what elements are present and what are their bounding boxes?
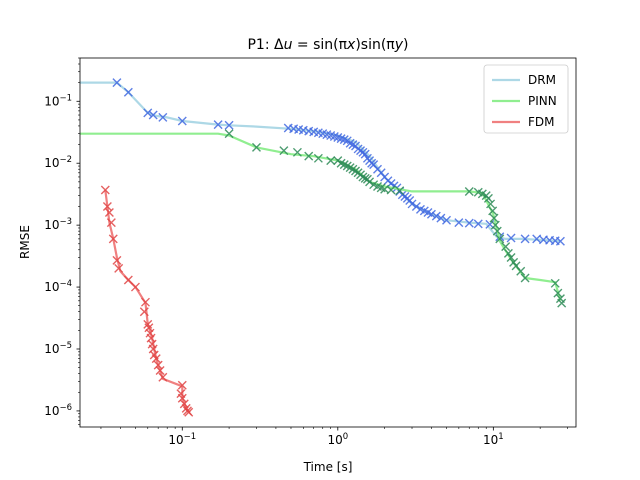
y-tick-label: 10−6: [44, 403, 72, 418]
drm-marker: [473, 219, 483, 229]
fdm-marker: [158, 372, 168, 382]
pinn-marker: [492, 226, 502, 236]
fdm-marker: [104, 208, 114, 217]
drm-marker: [360, 149, 370, 159]
drm-marker: [407, 199, 417, 209]
fdm-marker: [112, 255, 122, 265]
pinn-marker: [557, 298, 567, 308]
drm-marker: [520, 234, 530, 244]
drm-marker: [224, 120, 234, 130]
y-tick-label: 10−4: [44, 279, 72, 294]
y-tick-label: 10−3: [44, 217, 72, 232]
drm-marker: [148, 110, 158, 120]
y-tick-label: 10−5: [44, 341, 72, 356]
pinn-marker: [516, 266, 526, 276]
fdm-marker: [130, 282, 140, 292]
fdm-marker: [181, 403, 191, 413]
pinn-marker: [279, 146, 289, 156]
fdm-marker: [177, 393, 187, 403]
drm-marker: [143, 108, 153, 118]
drm-marker: [454, 218, 464, 228]
drm-marker: [411, 202, 421, 211]
pinn-marker: [464, 186, 474, 196]
pinn-series-line: [80, 132, 562, 302]
legend-drm-label: DRM: [528, 73, 556, 87]
drm-marker: [426, 209, 436, 219]
pinn-marker: [489, 213, 499, 223]
fdm-marker: [144, 323, 154, 333]
fdm-marker: [153, 360, 163, 370]
drm-marker: [464, 218, 474, 228]
drm-marker: [123, 87, 133, 97]
drm-marker: [213, 120, 223, 130]
fdm-marker: [102, 202, 112, 211]
drm-marker: [506, 233, 516, 243]
drm-marker: [177, 116, 187, 126]
drm-marker: [112, 78, 122, 88]
pinn-marker: [503, 248, 513, 258]
pinn-marker: [520, 273, 530, 283]
pinn-marker: [292, 147, 302, 157]
pinn-marker: [395, 186, 405, 196]
fdm-marker: [100, 185, 110, 195]
drm-marker: [555, 236, 565, 246]
pinn-marker: [483, 193, 493, 203]
drm-marker: [436, 213, 446, 223]
drm-marker: [158, 112, 168, 122]
legend-pinn-label: PINN: [528, 94, 557, 108]
fdm-marker: [140, 297, 150, 307]
drm-marker: [336, 134, 346, 144]
y-tick-label: 10−2: [44, 155, 72, 170]
pinn-marker: [490, 220, 500, 230]
legend-fdm-label: FDM: [528, 115, 555, 129]
series-layer: [80, 78, 567, 417]
y-tick-label: 10−1: [44, 93, 72, 108]
fdm-marker: [123, 275, 133, 285]
pinn-marker: [550, 278, 560, 288]
fdm-marker: [155, 365, 165, 375]
axes-layer: 10−1 100 101 10−6 10−5 10−4 10−3 10−2 10−1: [44, 57, 577, 447]
plot-frame: [79, 57, 577, 428]
fdm-marker: [114, 263, 124, 273]
chart-title: P1: Δu = sin(πx)sin(πy): [247, 37, 408, 53]
fdm-marker: [139, 307, 149, 317]
plot-area: [80, 78, 567, 417]
pinn-marker: [486, 199, 496, 209]
fdm-marker: [108, 234, 118, 244]
drm-marker: [345, 138, 355, 148]
pinn-marker: [553, 288, 563, 298]
legend-box: [483, 64, 569, 134]
pinn-marker: [326, 156, 336, 166]
pinn-marker: [495, 234, 505, 244]
fdm-marker: [179, 399, 189, 409]
x-axis-label: Time [s]: [303, 460, 353, 474]
pinn-marker: [251, 142, 261, 152]
fdm-marker: [106, 218, 116, 228]
x-tick-label: 10−1: [168, 432, 196, 447]
drm-marker: [431, 211, 441, 221]
pinn-marker: [304, 151, 314, 161]
pinn-marker: [501, 242, 511, 252]
pinn-marker: [506, 253, 516, 263]
pinn-marker: [224, 129, 234, 139]
pinn-marker: [313, 153, 323, 163]
fdm-marker: [151, 354, 161, 364]
pinn-marker: [365, 177, 375, 187]
legend: DRM PINN FDM: [483, 64, 569, 134]
pinn-marker: [488, 206, 498, 216]
x-tick-label: 100: [327, 432, 348, 447]
y-axis-label: RMSE: [18, 225, 32, 259]
fdm-marker: [184, 407, 194, 417]
fdm-marker: [177, 380, 187, 390]
x-tick-label: 101: [483, 432, 504, 447]
pinn-marker: [386, 185, 396, 195]
drm-marker: [339, 135, 349, 145]
drm-marker: [442, 215, 452, 225]
